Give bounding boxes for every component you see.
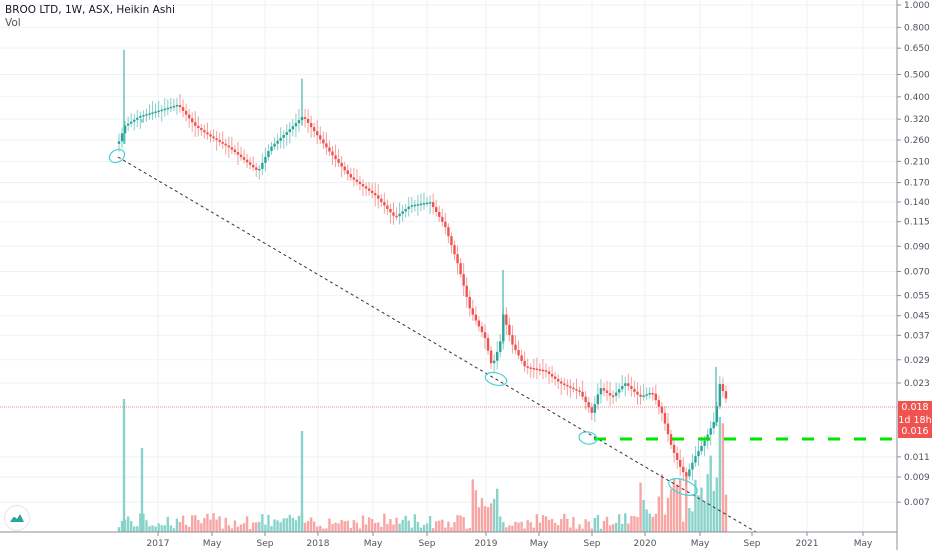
- svg-text:2018: 2018: [307, 539, 330, 549]
- svg-text:Sep: Sep: [257, 539, 274, 549]
- svg-text:0.140: 0.140: [904, 198, 930, 208]
- svg-text:Sep: Sep: [744, 539, 761, 549]
- volume-bars: [117, 399, 728, 532]
- svg-text:0.320: 0.320: [904, 115, 930, 125]
- chart-legend: BROO LTD, 1W, ASX, Heikin Ashi Vol: [5, 4, 175, 30]
- svg-text:May: May: [364, 539, 383, 549]
- svg-text:0.011: 0.011: [904, 453, 930, 463]
- svg-text:0.650: 0.650: [904, 44, 930, 54]
- svg-text:0.500: 0.500: [904, 70, 930, 80]
- last-price-tag: 0.018: [898, 401, 932, 414]
- symbol-title: BROO LTD, 1W, ASX, Heikin Ashi: [5, 4, 175, 16]
- svg-text:0.023: 0.023: [904, 379, 930, 389]
- svg-text:0.170: 0.170: [904, 179, 930, 189]
- price-axis[interactable]: 1.000 0.800 0.650 0.500 0.400 0.320 0.260 0.210…: [896, 0, 930, 550]
- price-level-tag: 0.016: [898, 425, 932, 438]
- svg-text:2020: 2020: [634, 539, 657, 549]
- svg-text:May: May: [530, 539, 549, 549]
- svg-text:0.070: 0.070: [904, 267, 930, 277]
- svg-text:0.037: 0.037: [904, 331, 930, 341]
- time-axis[interactable]: 2017 May Sep 2018 May Sep 2019 May Sep 2020 May Sep…: [0, 531, 897, 549]
- bar-countdown-tag: 1d 18h: [898, 414, 932, 427]
- svg-text:0.260: 0.260: [904, 136, 930, 146]
- svg-text:0.210: 0.210: [904, 157, 930, 167]
- svg-text:0.055: 0.055: [904, 292, 930, 302]
- svg-text:0.045: 0.045: [904, 312, 930, 322]
- svg-text:1.000: 1.000: [904, 1, 930, 11]
- svg-text:0.400: 0.400: [904, 93, 930, 103]
- volume-label: Vol: [5, 17, 21, 29]
- svg-text:0.090: 0.090: [904, 242, 930, 252]
- svg-text:Sep: Sep: [419, 539, 436, 549]
- svg-text:0.007: 0.007: [904, 498, 930, 508]
- svg-text:2017: 2017: [147, 539, 170, 549]
- candles: [117, 49, 728, 485]
- svg-text:0.115: 0.115: [904, 218, 930, 228]
- svg-text:May: May: [203, 539, 222, 549]
- svg-text:0.800: 0.800: [904, 23, 930, 33]
- svg-text:May: May: [691, 539, 710, 549]
- svg-text:Sep: Sep: [584, 539, 601, 549]
- svg-text:0.029: 0.029: [904, 356, 930, 366]
- svg-text:May: May: [854, 539, 873, 549]
- svg-text:2021: 2021: [796, 539, 819, 549]
- svg-text:2019: 2019: [475, 539, 498, 549]
- tradingview-logo-icon[interactable]: [4, 505, 30, 531]
- grid: [0, 0, 897, 532]
- svg-text:0.009: 0.009: [904, 473, 930, 483]
- drawings: [0, 148, 897, 533]
